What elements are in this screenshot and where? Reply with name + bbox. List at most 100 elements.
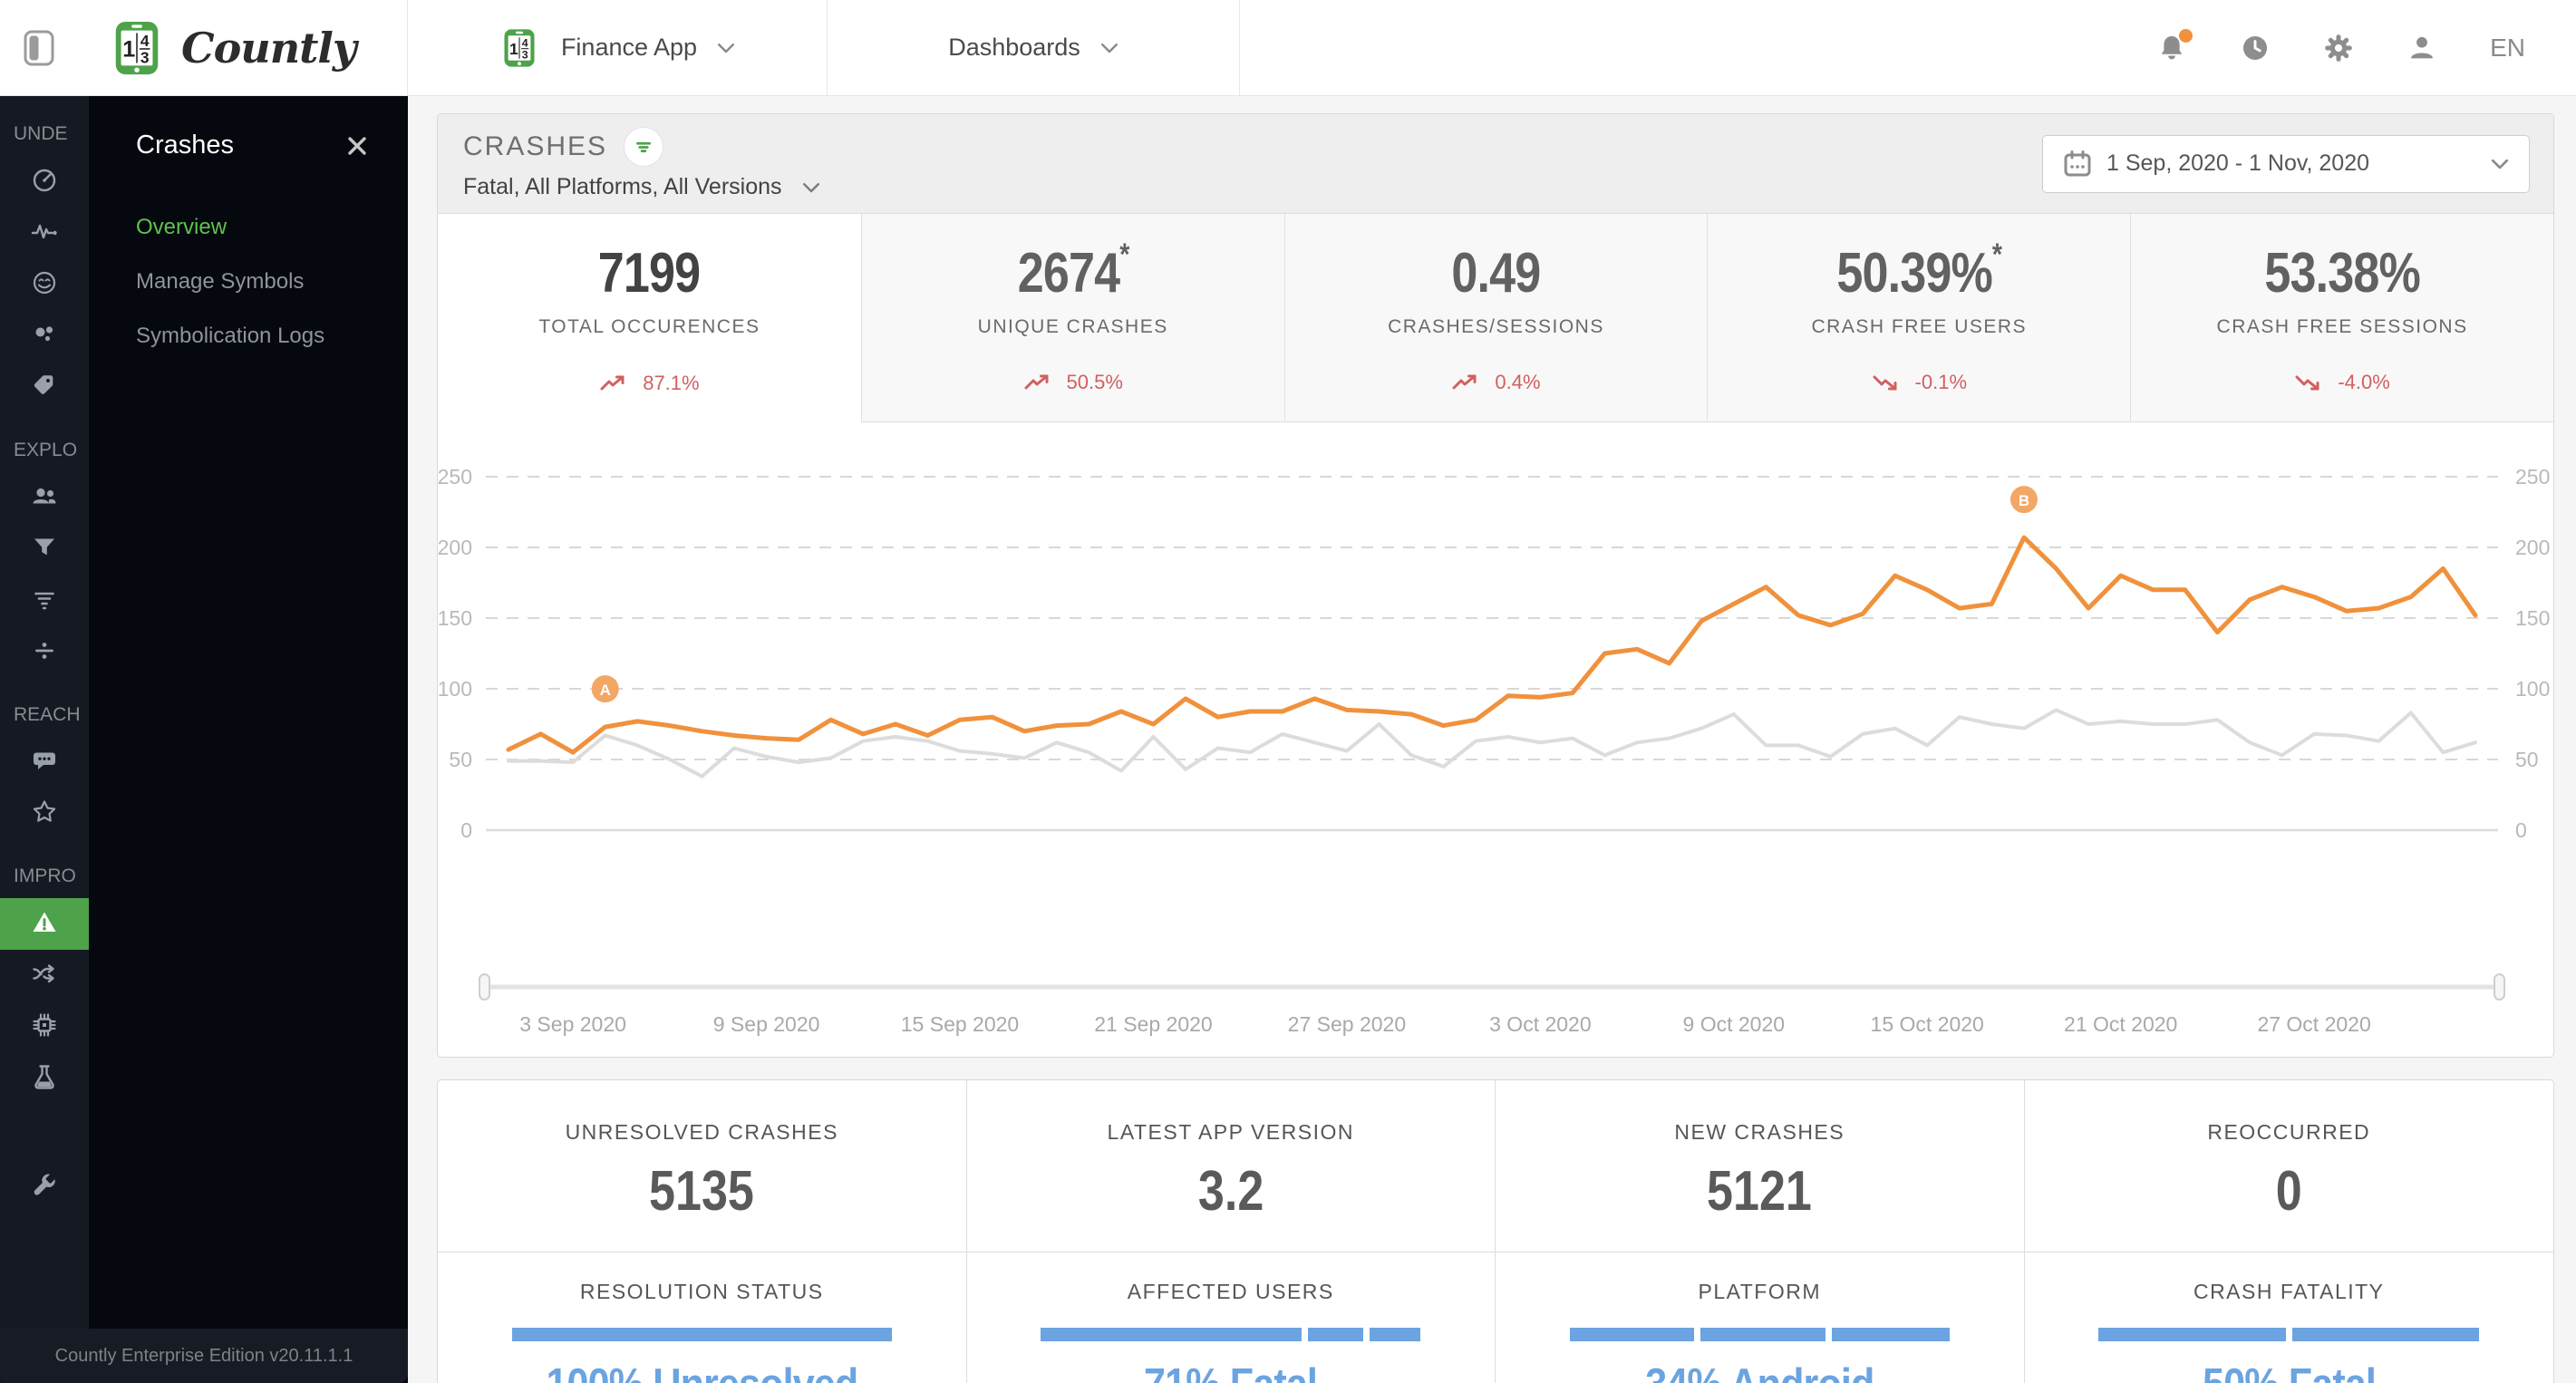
- summary-label: RESOLUTION STATUS: [579, 1280, 824, 1303]
- svg-text:4: 4: [140, 32, 150, 50]
- main-sidebar: UNDE EXPLO REACH IMPRO: [0, 96, 89, 1383]
- svg-text:0: 0: [460, 818, 472, 842]
- sidebar-item-users[interactable]: [0, 472, 89, 524]
- dashboards-menu[interactable]: Dashboards: [828, 0, 1240, 95]
- stat-label: TOTAL OCCURENCES: [538, 316, 760, 337]
- sidebar-item-ab-testing[interactable]: [0, 1053, 89, 1105]
- sidebar-item-ratings[interactable]: [0, 788, 89, 840]
- chevron-down-icon: [717, 42, 735, 53]
- sidebar-item-events[interactable]: [0, 208, 89, 259]
- card-header: CRASHES Fatal, All Platforms, All Versio…: [438, 114, 2553, 214]
- trend-value: -4.0%: [2338, 371, 2390, 393]
- messages-icon: [31, 747, 58, 779]
- crashes-line-chart[interactable]: 0 0 50 50 100 100 150 150 200 200 250 250 A B 3 Sep 20…: [438, 422, 2553, 1057]
- time-clock-icon[interactable]: [2240, 33, 2271, 63]
- feedback-smiley-icon: [31, 269, 58, 301]
- svg-text:1: 1: [122, 36, 135, 62]
- stat-tab-crash-free-users[interactable]: 50.39%* CRASH FREE USERS -0.1%: [1707, 214, 2131, 422]
- chevron-down-icon: [1100, 42, 1119, 53]
- sidebar-item-performance[interactable]: [0, 1001, 89, 1053]
- svg-text:21 Oct 2020: 21 Oct 2020: [2064, 1012, 2177, 1036]
- sidebar-item-feedback[interactable]: [0, 259, 89, 311]
- behavior-bubbles-icon: [31, 321, 58, 353]
- filters-dropdown[interactable]: Fatal, All Platforms, All Versions: [463, 174, 820, 200]
- summary-value: 0: [2275, 1160, 2302, 1223]
- svg-text:250: 250: [2515, 465, 2550, 488]
- events-pulse-icon: [31, 218, 58, 249]
- panel-item-overview[interactable]: Overview: [136, 215, 228, 239]
- sidebar-item-drill[interactable]: [0, 575, 89, 627]
- page-title: CRASHES: [463, 131, 608, 161]
- trend-up-icon: [1024, 374, 1048, 390]
- section-label-reach: REACH: [14, 704, 81, 725]
- trend-down-icon: [2295, 375, 2319, 391]
- stats-tab-row: 7199 TOTAL OCCURENCES 87.1% 2674* UNIQUE…: [438, 214, 2553, 422]
- trend-up-icon: [600, 375, 625, 391]
- stat-value: 53.38%: [2264, 242, 2420, 305]
- sidebar-item-formulas[interactable]: [0, 627, 89, 679]
- summary-value: 3.2: [1197, 1160, 1264, 1223]
- attribution-tag-icon: [31, 372, 58, 404]
- summary-highlight: 50% Fatal: [2203, 1359, 2377, 1383]
- svg-text:1: 1: [509, 39, 518, 57]
- summary-highlight: 71% Fatal: [1144, 1359, 1318, 1383]
- summary-label: LATEST APP VERSION: [1107, 1120, 1354, 1144]
- summary-value: 5135: [649, 1160, 755, 1223]
- stat-value: 0.49: [1451, 242, 1541, 305]
- svg-text:50: 50: [2515, 748, 2539, 771]
- settings-gear-icon[interactable]: [2323, 33, 2354, 63]
- date-range-picker[interactable]: 1 Sep, 2020 - 1 Nov, 2020: [2042, 134, 2530, 193]
- stat-tab-unique-crashes[interactable]: 2674* UNIQUE CRASHES 50.5%: [860, 214, 1284, 422]
- summary-label: CRASH FATALITY: [2193, 1280, 2385, 1303]
- svg-text:21 Sep 2020: 21 Sep 2020: [1094, 1012, 1212, 1036]
- sidebar-item-settings[interactable]: [0, 1161, 89, 1213]
- dashboard-gauge-icon: [31, 166, 58, 198]
- trend-value: 50.5%: [1066, 371, 1123, 393]
- language-selector[interactable]: EN: [2490, 33, 2525, 62]
- stat-tab-crash-free-sessions[interactable]: 53.38% CRASH FREE SESSIONS -4.0%: [2130, 214, 2553, 422]
- panel-item-symbolication-logs[interactable]: Symbolication Logs: [136, 324, 325, 348]
- crashes-warning-icon: [31, 908, 58, 940]
- stat-value: 50.39%: [1836, 242, 1992, 305]
- sidebar-item-attribution[interactable]: [0, 363, 89, 414]
- svg-text:27 Sep 2020: 27 Sep 2020: [1288, 1012, 1406, 1036]
- sidebar-item-behavior[interactable]: [0, 311, 89, 363]
- account-person-icon[interactable]: [2407, 33, 2437, 63]
- filter-chip-button[interactable]: [624, 127, 664, 167]
- sidebar-item-funnels[interactable]: [0, 524, 89, 575]
- svg-text:250: 250: [438, 465, 472, 488]
- summary-highlight: 34% Android: [1645, 1359, 1874, 1383]
- stat-tab-crashes-sessions[interactable]: 0.49 CRASHES/SESSIONS 0.4%: [1283, 214, 1708, 422]
- settings-wrench-icon: [31, 1171, 58, 1203]
- star-rating-icon: [31, 798, 58, 830]
- svg-text:200: 200: [438, 536, 472, 559]
- header-actions: EN: [2156, 0, 2576, 95]
- segmented-bar: [1041, 1328, 1421, 1341]
- drill-lines-icon: [31, 585, 58, 617]
- svg-text:B: B: [2019, 492, 2029, 509]
- close-icon[interactable]: [346, 135, 368, 157]
- svg-text:27 Oct 2020: 27 Oct 2020: [2257, 1012, 2370, 1036]
- trend-value: 0.4%: [1495, 371, 1541, 393]
- sidebar-item-flows[interactable]: [0, 950, 89, 1001]
- stat-tab-total-occurences[interactable]: 7199 TOTAL OCCURENCES 87.1%: [438, 214, 861, 422]
- sidebar-item-dashboard[interactable]: [0, 156, 89, 208]
- trend-down-icon: [1873, 375, 1897, 391]
- panel-item-manage-symbols[interactable]: Manage Symbols: [136, 269, 305, 294]
- svg-text:0: 0: [2515, 818, 2527, 842]
- summary-label: PLATFORM: [1698, 1280, 1822, 1303]
- svg-text:100: 100: [438, 677, 472, 701]
- sidebar-toggle-button[interactable]: [24, 30, 54, 66]
- section-label-understand: UNDE: [14, 123, 68, 144]
- notification-dot: [2179, 28, 2193, 43]
- summary-highlight: 100% Unresolved: [546, 1359, 858, 1383]
- crashes-panel: Crashes Overview Manage Symbols Symbolic…: [89, 96, 408, 1383]
- svg-text:3: 3: [522, 48, 528, 61]
- svg-text:9 Sep 2020: 9 Sep 2020: [713, 1012, 820, 1036]
- sidebar-item-messages[interactable]: [0, 737, 89, 788]
- sidebar-item-crashes[interactable]: [0, 898, 89, 950]
- trend-up-icon: [1452, 374, 1477, 390]
- notifications-bell-icon[interactable]: [2156, 28, 2193, 63]
